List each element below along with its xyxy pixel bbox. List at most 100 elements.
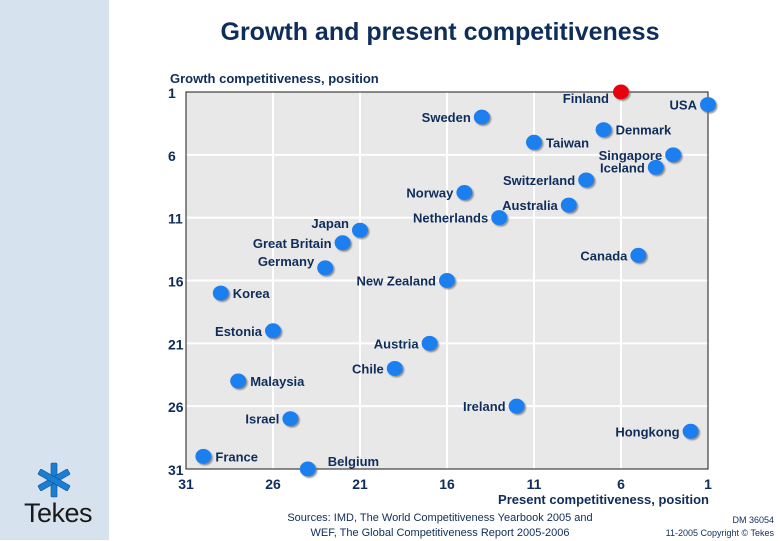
point-marker (439, 273, 455, 288)
tekes-logo: Tekes (8, 460, 108, 530)
data-point-sweden: Sweden (422, 109, 490, 125)
point-label: Japan (311, 216, 349, 231)
data-point-israel: Israel (245, 411, 299, 427)
data-point-germany: Germany (258, 254, 334, 276)
point-marker (578, 172, 595, 188)
y-tick-label: 31 (168, 462, 184, 478)
data-point-hongkong: Hongkong (615, 423, 699, 439)
data-point-korea: Korea (212, 285, 271, 301)
point-marker (473, 109, 490, 125)
point-label: USA (670, 98, 698, 113)
point-marker (613, 84, 629, 100)
chart-title: Growth and present competitiveness (220, 18, 660, 46)
data-point-singapore: Singapore (599, 147, 682, 163)
point-marker (352, 222, 368, 238)
point-label: France (215, 449, 258, 464)
y-tick-label: 11 (168, 211, 183, 227)
doc-id: DM 36054 (732, 515, 774, 525)
point-label: Israel (245, 412, 279, 427)
x-axis-label: Present competitiveness, position (498, 492, 709, 507)
data-point-denmark: Denmark (595, 122, 672, 138)
point-label: Canada (580, 248, 628, 263)
point-marker (491, 210, 508, 226)
point-label: Germany (258, 254, 315, 269)
point-label: Taiwan (546, 135, 589, 150)
point-marker (630, 247, 647, 263)
data-point-austria: Austria (374, 335, 438, 351)
point-marker (526, 134, 542, 150)
point-label: Denmark (616, 123, 672, 138)
point-marker (682, 423, 699, 439)
point-marker (265, 323, 281, 339)
data-point-norway: Norway (406, 185, 473, 201)
point-marker (508, 398, 525, 414)
point-label: Malaysia (250, 374, 305, 389)
point-marker (386, 360, 403, 376)
data-point-great-britain: Great Britain (253, 235, 351, 251)
data-point-netherlands: Netherlands (413, 210, 508, 226)
data-point-usa: USA (670, 97, 716, 113)
point-label: Finland (563, 91, 609, 106)
point-label: Estonia (215, 324, 263, 339)
point-marker (456, 185, 473, 201)
y-tick-label: 1 (168, 85, 176, 101)
sources-note: Sources: IMD, The World Competitiveness … (240, 511, 640, 541)
point-label: Chile (352, 361, 384, 376)
sources-line-1: Sources: IMD, The World Competitiveness … (287, 512, 593, 524)
point-marker (700, 97, 716, 113)
data-point-finland: Finland (563, 84, 629, 106)
point-marker (647, 159, 664, 175)
x-tick-label: 6 (617, 476, 625, 492)
x-tick-label: 16 (439, 476, 455, 492)
point-marker (230, 373, 247, 389)
point-label: Netherlands (413, 211, 488, 226)
x-tick-label: 11 (527, 476, 542, 492)
y-tick-label: 26 (168, 399, 184, 415)
data-point-malaysia: Malaysia (230, 373, 305, 389)
left-decorative-band (0, 0, 109, 540)
point-marker (560, 197, 577, 213)
point-marker (317, 260, 334, 276)
point-marker (334, 235, 351, 251)
data-point-new-zealand: New Zealand (357, 273, 455, 289)
y-tick-label: 21 (168, 336, 184, 352)
point-label: Belgium (328, 454, 379, 469)
data-point-canada: Canada (580, 247, 647, 263)
data-point-belgium: Belgium (299, 454, 379, 477)
y-tick-label: 16 (168, 274, 184, 290)
point-marker (212, 285, 229, 301)
data-point-ireland: Ireland (463, 398, 525, 414)
point-marker (195, 448, 212, 464)
x-tick-label: 1 (704, 476, 712, 492)
data-point-estonia: Estonia (215, 323, 281, 339)
data-point-taiwan: Taiwan (526, 134, 589, 150)
point-label: Norway (406, 186, 454, 201)
point-label: Hongkong (615, 424, 679, 439)
point-label: Austria (374, 336, 420, 351)
x-tick-label: 21 (352, 476, 368, 492)
copyright: 11-2005 Copyright © Tekes (665, 528, 774, 538)
y-tick-label: 6 (168, 148, 176, 164)
point-label: Sweden (422, 110, 471, 125)
x-tick-label: 31 (178, 476, 194, 492)
data-point-australia: Australia (502, 197, 577, 213)
point-label: Australia (502, 198, 558, 213)
data-point-chile: Chile (352, 360, 403, 376)
plot-frame (185, 91, 709, 470)
data-point-iceland: Iceland (600, 159, 664, 175)
point-label: Iceland (600, 160, 645, 175)
point-label: Ireland (463, 399, 506, 414)
logo-wordmark: Tekes (23, 498, 93, 528)
point-label: Switzerland (503, 173, 575, 188)
x-tick-label: 26 (265, 476, 281, 492)
y-axis-label: Growth competitiveness, position (170, 71, 379, 86)
data-point-switzerland: Switzerland (503, 172, 595, 188)
point-label: New Zealand (357, 274, 437, 289)
asterisk-logo-icon (37, 462, 71, 498)
point-label: Great Britain (253, 236, 332, 251)
data-point-japan: Japan (311, 216, 368, 238)
point-marker (665, 147, 682, 163)
point-label: Korea (233, 286, 271, 301)
sources-line-2: WEF, The Global Competitiveness Report 2… (310, 527, 570, 539)
